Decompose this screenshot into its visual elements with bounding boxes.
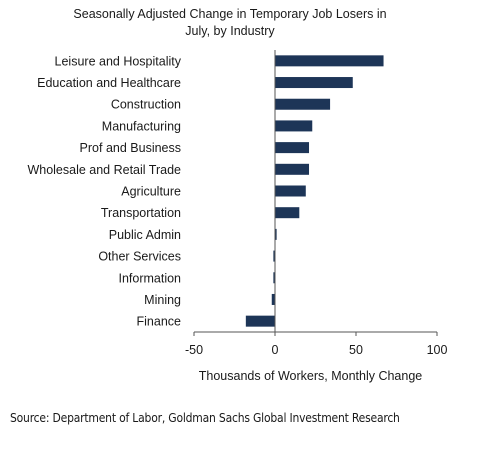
category-label: Transportation [101, 206, 181, 220]
x-axis-title: Thousands of Workers, Monthly Change [199, 369, 423, 383]
category-label: Prof and Business [80, 141, 181, 155]
bar-information [273, 272, 275, 284]
x-tick-label: -50 [185, 343, 203, 357]
category-label: Leisure and Hospitality [55, 54, 182, 68]
category-label: Other Services [98, 250, 181, 264]
source-note: Source: Department of Labor, Goldman Sac… [10, 411, 400, 425]
bar-manufacturing [275, 120, 313, 132]
category-label: Agriculture [121, 185, 181, 199]
bar-public-admin [275, 228, 277, 240]
bar-agriculture [275, 185, 306, 197]
category-label: Public Admin [109, 228, 181, 242]
bar-prof-and-business [275, 142, 310, 154]
bar-other-services [273, 250, 275, 262]
category-labels: Leisure and Hospitality Education and Hea… [27, 54, 181, 328]
bar-construction [275, 98, 331, 110]
x-tick-label: 0 [272, 343, 279, 357]
category-label: Education and Healthcare [37, 76, 181, 90]
bar-mining [271, 293, 275, 305]
x-tick-label: 50 [349, 343, 363, 357]
x-tick-label: 100 [427, 343, 448, 357]
category-label: Finance [137, 315, 182, 329]
bar-wholesale-and-retail-trade [275, 163, 310, 175]
category-label: Construction [111, 98, 181, 112]
bar-leisure-and-hospitality [275, 55, 384, 67]
category-label: Information [118, 271, 181, 285]
category-label: Wholesale and Retail Trade [27, 163, 181, 177]
bars-layer [245, 55, 384, 327]
bar-education-and-healthcare [275, 77, 353, 89]
x-axis: -50 0 50 100 [185, 50, 448, 357]
category-label: Mining [144, 293, 181, 307]
bar-transportation [275, 207, 300, 219]
bar-finance [245, 315, 275, 327]
category-label: Manufacturing [102, 119, 181, 133]
chart-title: Seasonally Adjusted Change in Temporary … [73, 7, 387, 38]
